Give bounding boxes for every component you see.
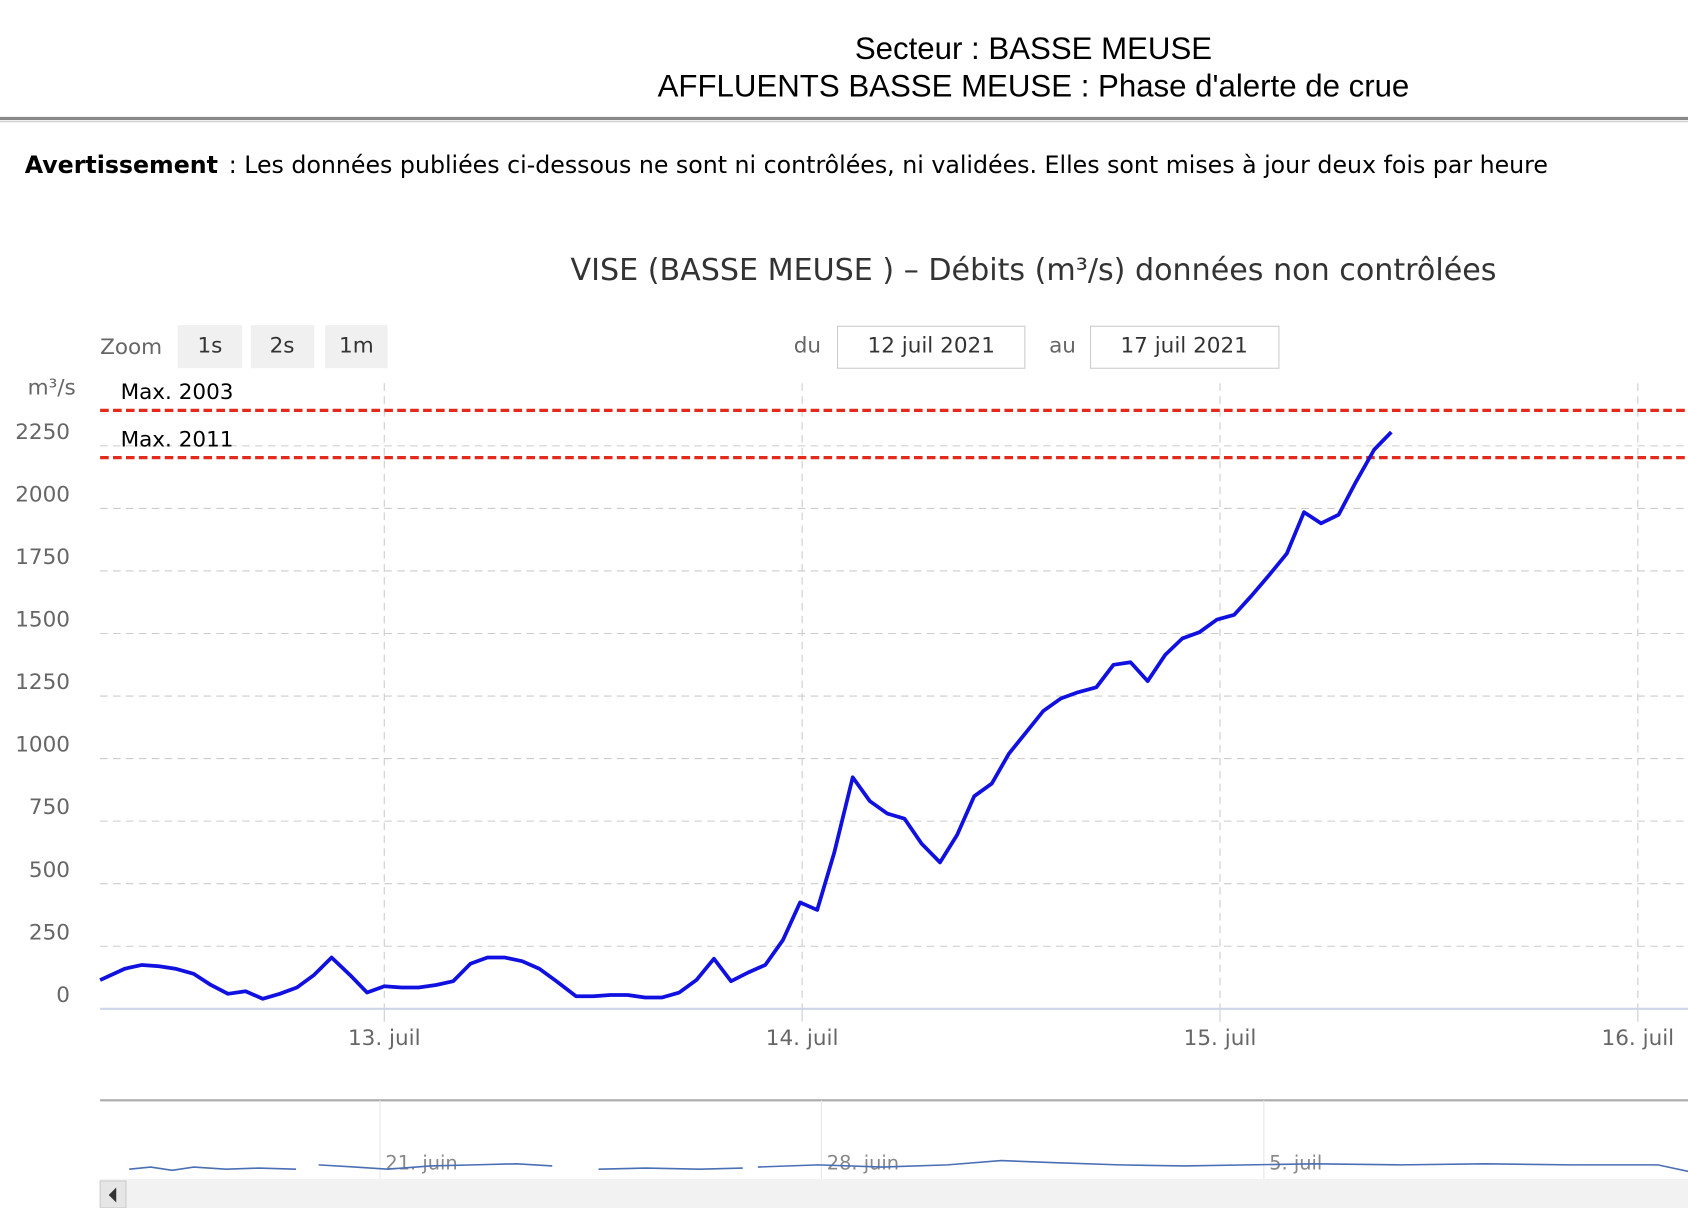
zoom-button[interactable]: [325, 325, 388, 369]
warning: Avertissement : Les données publiées ci-d…: [25, 150, 1548, 178]
from-label: du: [794, 334, 821, 359]
y-tick-label: 1250: [15, 670, 70, 695]
phase-title: AFFLUENTS BASSE MEUSE : Phase d'alerte d…: [658, 69, 1410, 104]
navigator-series: [129, 1159, 1688, 1173]
y-tick-label: 2250: [15, 420, 70, 445]
warning-label: Avertissement: [25, 150, 218, 178]
y-tick-label: 1000: [15, 733, 70, 758]
zoom-button-label[interactable]: 1s: [197, 334, 222, 359]
from-input[interactable]: [837, 325, 1026, 369]
from-date[interactable]: 12 juil 2021: [868, 334, 995, 359]
navigator-label: 21. juin: [385, 1151, 457, 1174]
navigator-label: 28. juin: [827, 1151, 899, 1174]
scroll-arrow[interactable]: [108, 1187, 117, 1203]
series-line: [99, 430, 1393, 1001]
x-tick-label: 13. juil: [348, 1026, 421, 1051]
sector-title: Secteur : BASSE MEUSE: [855, 31, 1212, 66]
to-label: au: [1049, 334, 1076, 359]
y-tick-label: 500: [29, 858, 70, 883]
y-axis-unit: m³/s: [28, 376, 76, 401]
zoom-button[interactable]: [250, 325, 315, 369]
to-date[interactable]: 17 juil 2021: [1120, 334, 1247, 359]
x-tick-label: 14. juil: [766, 1026, 839, 1051]
zoom-button-label[interactable]: 2s: [270, 334, 295, 359]
plot-line-label: Max. 2003: [121, 380, 234, 405]
plot-line-label: Max. 2011: [121, 427, 234, 452]
scrollbar[interactable]: [100, 1178, 1688, 1208]
y-tick-label: 1500: [15, 608, 70, 633]
x-tick-label: 15. juil: [1184, 1026, 1257, 1051]
chart-title: VISE (BASSE MEUSE ) – Débits (m³/s) donn…: [570, 253, 1496, 288]
x-tick-label: 16. juil: [1602, 1026, 1675, 1051]
warning-text: : Les données publiées ci-dessous ne son…: [229, 150, 1548, 178]
zoom-button-label[interactable]: 1m: [339, 334, 374, 359]
zoom-button[interactable]: [177, 325, 243, 369]
zoom-label: Zoom: [100, 335, 162, 360]
y-tick-label: 0: [56, 983, 70, 1008]
y-tick-label: 750: [29, 795, 70, 820]
y-tick-label: 1750: [15, 545, 70, 570]
navigator-label: 5. juil: [1269, 1151, 1322, 1174]
to-input[interactable]: [1089, 325, 1280, 369]
y-tick-label: 2000: [15, 482, 70, 507]
y-tick-label: 250: [29, 920, 70, 945]
